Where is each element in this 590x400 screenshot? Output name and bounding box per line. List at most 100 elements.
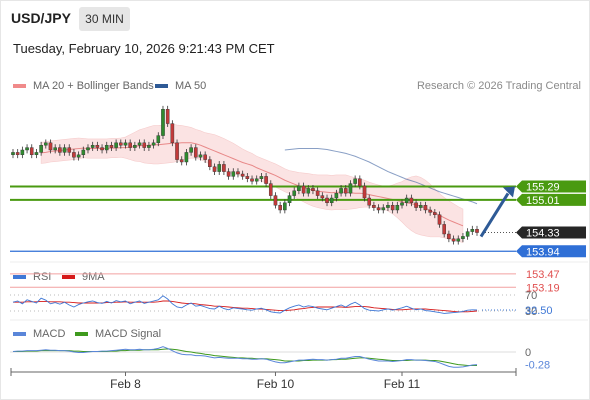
ma50-legend-label: MA 50 bbox=[175, 80, 207, 92]
candle-up bbox=[418, 204, 423, 208]
x-tick-label: Feb 10 bbox=[257, 377, 295, 391]
candle-down bbox=[325, 197, 329, 204]
candle-down bbox=[236, 171, 240, 175]
candle-down bbox=[203, 154, 207, 160]
candle-up bbox=[283, 202, 287, 211]
price-label-box-support bbox=[516, 245, 586, 258]
candle-up bbox=[156, 135, 161, 144]
candle-down bbox=[250, 178, 254, 182]
candle-down bbox=[175, 142, 179, 160]
price-label-resistance: 155.29 bbox=[526, 181, 560, 193]
legend-macd-signal: MACD Signal bbox=[75, 328, 161, 340]
ma50-line bbox=[284, 148, 478, 205]
candle-down bbox=[142, 142, 147, 148]
macd-legend-label: MACD bbox=[33, 328, 66, 340]
macd-signal-legend-label: MACD Signal bbox=[95, 328, 162, 340]
candle-down bbox=[376, 207, 381, 211]
candle-up bbox=[465, 231, 470, 237]
macd-signal-swatch bbox=[75, 332, 88, 336]
price-label-box-resistance bbox=[516, 180, 586, 193]
candle-down bbox=[72, 152, 76, 158]
candle-up bbox=[297, 185, 301, 192]
candle-up bbox=[151, 142, 156, 146]
candle-down bbox=[165, 108, 170, 124]
price-label-support: 153.47 bbox=[526, 269, 560, 281]
candle-down bbox=[15, 152, 20, 155]
candle-up bbox=[259, 176, 264, 179]
bollinger-legend-label: MA 20 + Bollinger Bands bbox=[33, 80, 154, 92]
macd-last-value: -0.28 bbox=[525, 360, 550, 372]
candle-up bbox=[254, 178, 259, 182]
candle-down bbox=[311, 188, 315, 191]
forecast-arrow-head bbox=[503, 186, 515, 198]
legend-bollinger: MA 20 + Bollinger Bands bbox=[13, 80, 154, 92]
candle-up bbox=[348, 183, 353, 194]
candle-down bbox=[423, 204, 428, 211]
candle-up bbox=[231, 171, 236, 177]
candle-up bbox=[76, 154, 81, 158]
candle-up bbox=[62, 147, 67, 153]
legend-ma50: MA 50 bbox=[155, 80, 206, 92]
symbol-title: USD/JPY bbox=[11, 10, 71, 26]
candle-up bbox=[353, 178, 357, 184]
candles bbox=[11, 105, 479, 245]
candle-up bbox=[104, 144, 109, 151]
candle-up bbox=[20, 149, 25, 156]
macd-swatch bbox=[13, 332, 26, 336]
candle-up bbox=[198, 154, 203, 158]
datetime-label: Tuesday, February 10, 2026 9:21:43 PM CE… bbox=[13, 41, 275, 56]
candle-down bbox=[358, 178, 362, 187]
candle-down bbox=[100, 147, 104, 151]
candle-up bbox=[133, 144, 137, 148]
candle-up bbox=[287, 195, 292, 204]
rsi-series-line bbox=[12, 295, 478, 314]
candle-up bbox=[184, 152, 189, 163]
timeframe-button[interactable]: 30 MIN bbox=[79, 7, 130, 31]
candle-down bbox=[29, 147, 34, 156]
candle-down bbox=[193, 147, 198, 158]
candle-up bbox=[217, 164, 222, 172]
legend-macd: MACD bbox=[13, 328, 65, 340]
macd-zero-label: 0 bbox=[525, 347, 531, 359]
candle-up bbox=[395, 204, 400, 211]
bollinger-swatch bbox=[13, 84, 26, 88]
candle-down bbox=[95, 144, 100, 148]
candle-up bbox=[44, 142, 48, 146]
candle-down bbox=[273, 195, 278, 206]
rsi-series-line bbox=[13, 300, 478, 313]
x-tick-label: Feb 11 bbox=[384, 377, 421, 391]
candle-down bbox=[48, 142, 53, 151]
candle-up bbox=[81, 149, 86, 156]
candle-up bbox=[189, 147, 193, 153]
candle-up bbox=[161, 108, 165, 136]
ma50-swatch bbox=[155, 84, 168, 88]
candle-down bbox=[222, 164, 226, 172]
price-label-last-price: 154.33 bbox=[526, 228, 560, 240]
candle-down bbox=[475, 228, 479, 233]
rsi-level-label: 30 bbox=[525, 306, 537, 318]
copyright-label: Research © 2026 Trading Central bbox=[416, 80, 581, 92]
candle-down bbox=[245, 176, 250, 179]
candle-up bbox=[34, 152, 39, 155]
price-label-box-resistance bbox=[516, 193, 586, 206]
candle-down bbox=[226, 171, 231, 177]
candle-up bbox=[381, 207, 386, 211]
bollinger-band bbox=[40, 123, 464, 244]
candle-down bbox=[301, 185, 306, 194]
candle-up bbox=[53, 147, 57, 151]
candle-down bbox=[372, 204, 376, 208]
candle-up bbox=[461, 236, 465, 239]
candle-up bbox=[90, 144, 95, 148]
candle-up bbox=[470, 228, 475, 232]
candle-down bbox=[58, 147, 62, 153]
candle-up bbox=[404, 197, 409, 204]
candle-up bbox=[39, 144, 43, 153]
candle-up bbox=[456, 238, 461, 242]
candle-down bbox=[428, 209, 432, 213]
rsi-swatch bbox=[13, 275, 26, 279]
candle-down bbox=[437, 214, 442, 225]
candle-up bbox=[306, 188, 311, 194]
candle-down bbox=[208, 159, 212, 168]
candle-up bbox=[400, 202, 404, 206]
